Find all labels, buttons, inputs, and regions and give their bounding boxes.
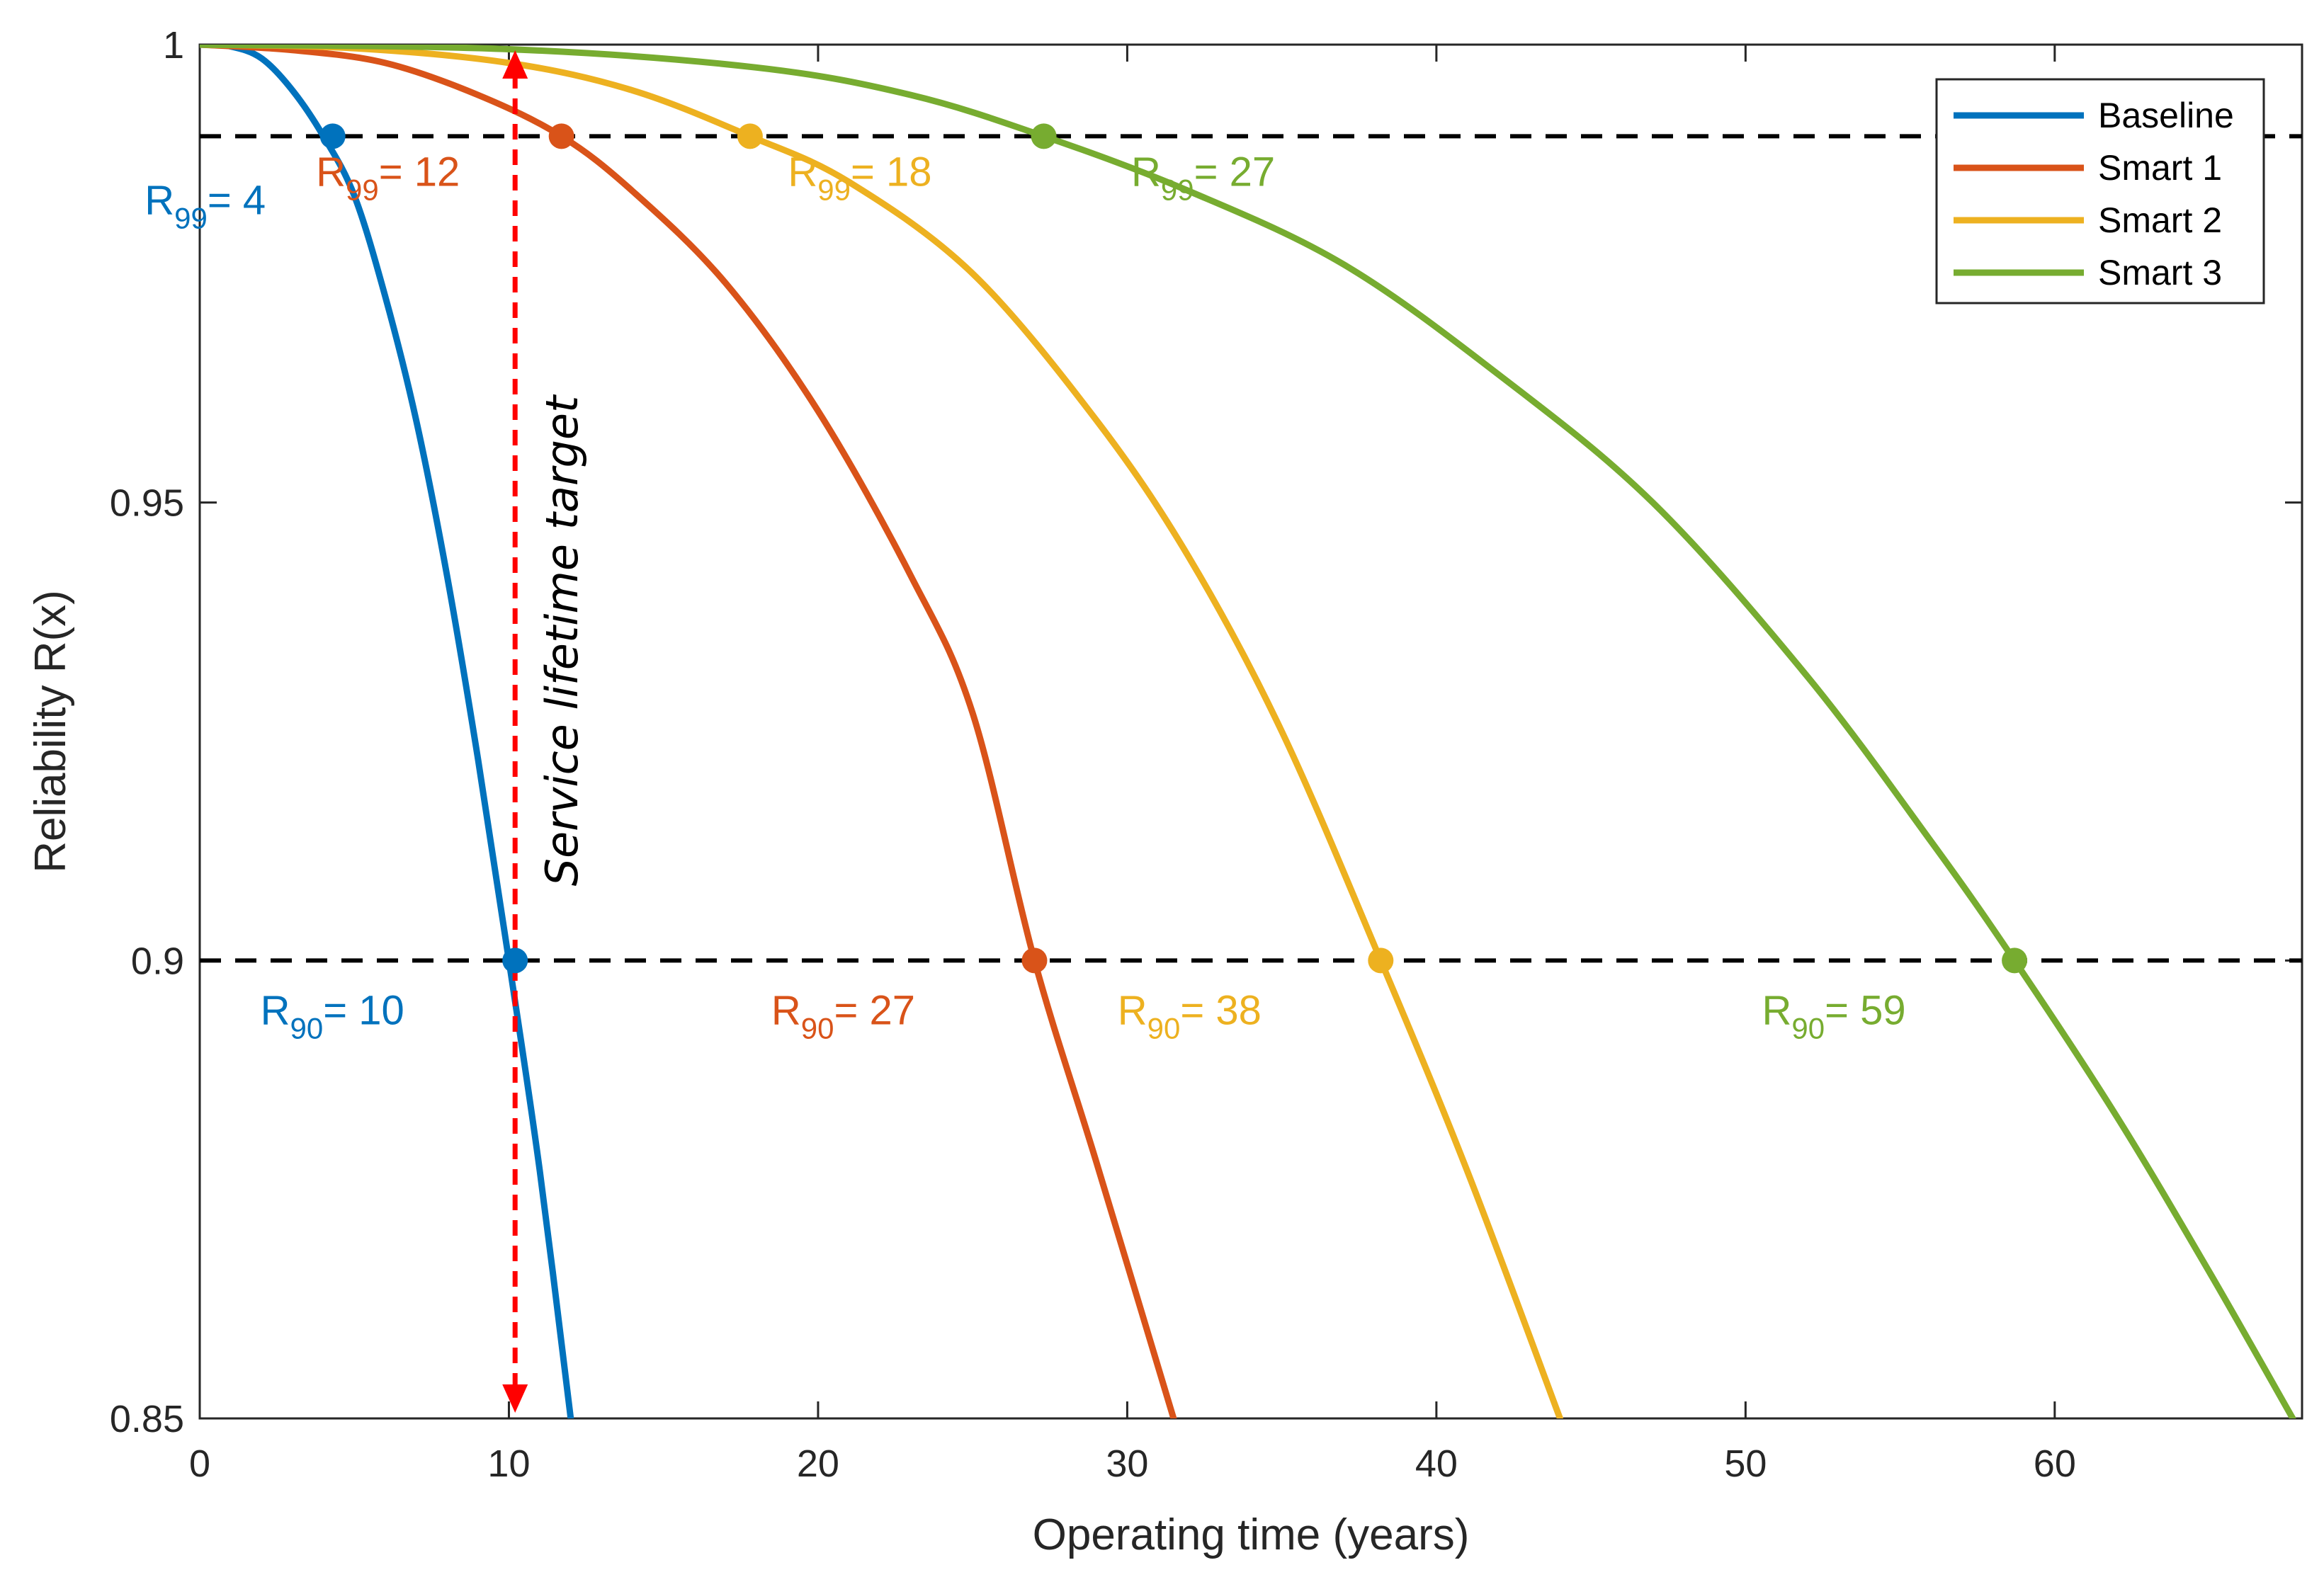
x-tick-label: 0 [189,1442,210,1485]
y-tick-label: 0.95 [110,482,184,525]
x-tick-label: 30 [1106,1442,1148,1485]
y-tick-label: 1 [163,24,184,67]
marker-baseline-r99 [319,123,346,149]
marker-labels: R99= 4 R90= 10 R99= 12 R90= 27 R99= 18 R90= 3… [144,149,1905,1045]
legend: Baseline Smart 1 Smart 2 Smart 3 [1935,78,2265,305]
legend-label-baseline: Baseline [2098,96,2234,135]
marker-smart-2-r90 [1368,948,1394,974]
legend-label-smart-3: Smart 3 [2098,253,2222,292]
marker-smart-1-r99 [548,123,574,149]
marker-label-smart-2-r90: R90= 38 [1118,987,1262,1045]
marker-smart-3-r90 [2002,948,2028,974]
x-tick-label: 60 [2034,1442,2076,1485]
x-tick-label: 10 [487,1442,530,1485]
series-markers [319,123,2028,974]
series-lines [200,45,2296,1418]
marker-label-smart-3-r90: R90= 59 [1762,987,1906,1045]
marker-label-smart-1-r99: R99= 12 [316,149,460,206]
service-lifetime-annotation: Service lifetime target [502,50,588,1413]
series-line-smart-1 [200,45,1177,1418]
marker-label-smart-1-r90: R90= 27 [771,987,915,1045]
x-axis-title: Operating time (years) [1033,1510,1470,1559]
series-line-baseline [200,45,574,1418]
marker-label-smart-2-r99: R99= 18 [788,149,931,206]
y-axis-title: Reliability R(x) [26,590,75,873]
marker-label-baseline-r99: R99= 4 [144,177,266,234]
y-tick-label: 0.9 [131,940,184,982]
service-lifetime-label: Service lifetime target [536,394,588,886]
marker-smart-1-r90 [1021,948,1048,974]
series-line-smart-3 [200,45,2296,1418]
axis-ticks: 0 10 20 30 40 50 60 0.85 0.9 0.95 1 [110,24,2302,1485]
x-tick-label: 20 [797,1442,839,1485]
marker-smart-3-r99 [1031,123,1057,149]
x-tick-label: 50 [1724,1442,1767,1485]
marker-label-smart-3-r99: R99= 27 [1131,149,1275,206]
legend-label-smart-1: Smart 1 [2098,148,2222,188]
marker-baseline-r90 [502,948,528,974]
x-tick-label: 40 [1415,1442,1458,1485]
arrow-head-down [502,1384,528,1413]
marker-label-baseline-r90: R90= 10 [261,987,404,1045]
legend-label-smart-2: Smart 2 [2098,200,2222,240]
marker-smart-2-r99 [737,123,763,149]
y-tick-label: 0.85 [110,1398,184,1440]
arrow-head-up [502,50,528,79]
